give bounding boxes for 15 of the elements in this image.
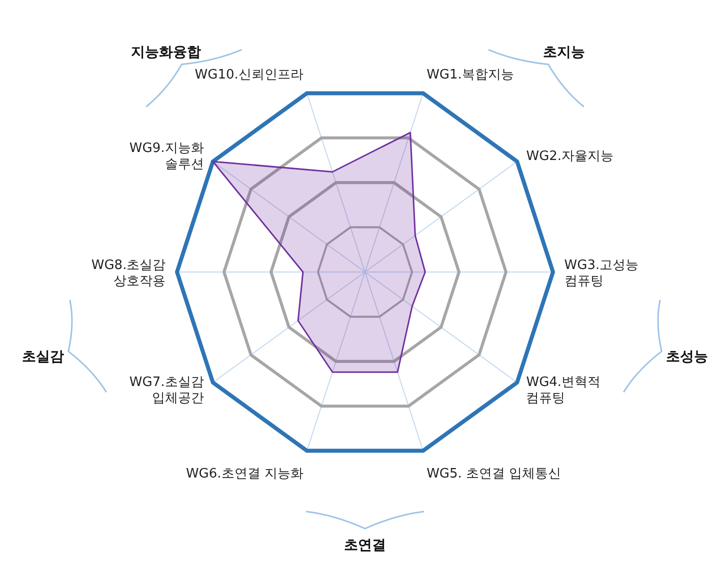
spoke-label: WG10.신뢰인프라 xyxy=(194,67,304,82)
spoke-label: WG9.지능화 솔루션 xyxy=(129,140,204,172)
spoke-label: WG6.초연결 지능화 xyxy=(186,466,304,482)
text: 초성능 xyxy=(666,349,708,366)
text: 초지능 xyxy=(542,44,585,60)
spoke-label: WG1.복합지능 xyxy=(426,67,514,82)
spoke-label: WG5. 초연결 입체통신 xyxy=(426,466,562,482)
text: 초실감 xyxy=(22,349,64,366)
spoke-label: WG8.초실감 상호작용 xyxy=(91,258,166,289)
spoke-label: WG4.변혁적 컴퓨팅 xyxy=(526,375,601,406)
text: 지능화융합 xyxy=(131,44,202,60)
spoke-label: WG2.자율지능 xyxy=(526,148,614,164)
spoke-label: WG7.초실감 입체공간 xyxy=(129,375,204,406)
spoke-label: WG3.고성능 컴퓨팅 xyxy=(564,258,639,289)
text: 초연결 xyxy=(344,538,386,554)
